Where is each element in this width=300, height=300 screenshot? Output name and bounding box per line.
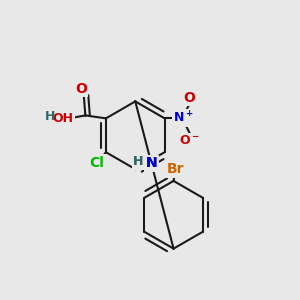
Text: OH: OH — [53, 112, 74, 125]
Text: Br: Br — [166, 162, 184, 176]
Text: N: N — [146, 156, 157, 170]
Text: H: H — [133, 155, 143, 168]
Text: H: H — [45, 110, 55, 123]
Text: $\mathregular{O^-}$: $\mathregular{O^-}$ — [179, 134, 200, 147]
Text: N: N — [146, 156, 157, 170]
Text: Cl: Cl — [90, 155, 105, 170]
Text: O: O — [75, 82, 87, 96]
Text: O: O — [184, 91, 196, 105]
Text: $\mathregular{N^+}$: $\mathregular{N^+}$ — [173, 111, 194, 126]
Text: H: H — [133, 155, 143, 168]
